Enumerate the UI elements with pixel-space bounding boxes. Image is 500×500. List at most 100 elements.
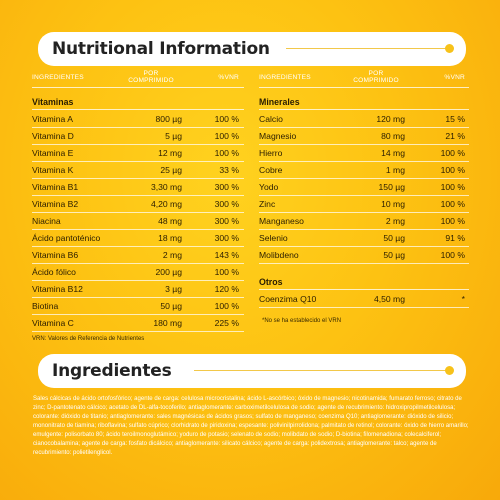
nutrient-vnr: 100 % xyxy=(440,250,465,260)
nutrient-vnr: 15 % xyxy=(445,114,465,124)
table-row: Coenzima Q10 4,50 mg * xyxy=(259,291,469,308)
section-title-vitamins: Vitaminas xyxy=(32,96,74,107)
nutrient-amount: 4,50 mg xyxy=(373,294,405,304)
nutrient-name: Selenio xyxy=(259,233,288,243)
nutrient-name: Biotina xyxy=(32,301,59,311)
nutrient-amount: 10 mg xyxy=(381,199,405,209)
nutrient-name: Vitamina B2 xyxy=(32,199,79,209)
nutrient-amount: 3,30 mg xyxy=(150,182,182,192)
nutrient-vnr: * xyxy=(461,294,465,304)
nutrient-amount: 12 mg xyxy=(158,148,182,158)
header-divider xyxy=(259,87,469,88)
nutrient-vnr: 100 % xyxy=(214,131,239,141)
nutrient-amount: 800 µg xyxy=(155,114,182,124)
nutrient-vnr: 300 % xyxy=(214,182,239,192)
nutrient-name: Ácido fólico xyxy=(32,267,76,277)
nutrient-name: Vitamina B1 xyxy=(32,182,79,192)
table-row: Niacina 48 mg 300 % xyxy=(32,213,244,230)
nutrient-amount: 80 mg xyxy=(381,131,405,141)
table-row: Vitamina E 12 mg 100 % xyxy=(32,145,244,162)
table-row: Vitamina B2 4,20 mg 300 % xyxy=(32,196,244,213)
nutrient-amount: 180 mg xyxy=(153,318,182,328)
nutrient-vnr: 300 % xyxy=(214,216,239,226)
table-row: Ácido fólico 200 µg 100 % xyxy=(32,264,244,281)
nutrient-name: Cobre xyxy=(259,165,283,175)
nutrient-amount: 5 µg xyxy=(165,131,182,141)
header-per-tablet: POR COMPRIMIDO xyxy=(128,70,174,84)
nutrient-vnr: 300 % xyxy=(214,199,239,209)
nutrition-title-pill: Nutritional Information xyxy=(38,32,466,66)
nutrient-name: Calcio xyxy=(259,114,283,124)
table-row: Yodo 150 µg 100 % xyxy=(259,179,469,196)
nutrient-amount: 3 µg xyxy=(165,284,182,294)
nutrient-amount: 14 mg xyxy=(381,148,405,158)
section-title-others: Otros xyxy=(259,276,283,287)
nutrient-name: Yodo xyxy=(259,182,279,192)
nutrient-amount: 1 mg xyxy=(385,165,405,175)
nutrient-name: Zinc xyxy=(259,199,276,209)
nutrient-name: Vitamina B6 xyxy=(32,250,79,260)
pill-dot-icon xyxy=(445,366,454,375)
table-row: Manganeso 2 mg 100 % xyxy=(259,213,469,230)
table-row: Vitamina B6 2 mg 143 % xyxy=(32,247,244,264)
nutrient-amount: 150 µg xyxy=(378,182,405,192)
pill-divider xyxy=(194,370,446,371)
nutrient-amount: 18 mg xyxy=(158,233,182,243)
nutrient-amount: 2 mg xyxy=(385,216,405,226)
table-row: Vitamina D 5 µg 100 % xyxy=(32,128,244,145)
nutrient-vnr: 120 % xyxy=(214,284,239,294)
table-header: INGREDIENTES POR COMPRIMIDO %VNR xyxy=(259,70,469,84)
nutrient-vnr: 100 % xyxy=(440,216,465,226)
nutrient-name: Ácido pantoténico xyxy=(32,233,101,243)
ingredients-title-pill: Ingredientes xyxy=(38,354,466,388)
asterisk-footnote: *No se ha establecido el VRN xyxy=(262,318,342,324)
nutrient-vnr: 100 % xyxy=(440,148,465,158)
section-divider xyxy=(259,109,469,110)
table-row: Vitamina A 800 µg 100 % xyxy=(32,111,244,128)
vitamin-rows: Vitamina A 800 µg 100 % Vitamina D 5 µg 100 %… xyxy=(32,111,244,332)
header-per-tablet: POR COMPRIMIDO xyxy=(353,70,399,84)
table-row: Zinc 10 mg 100 % xyxy=(259,196,469,213)
nutrient-name: Molibdeno xyxy=(259,250,299,260)
nutrient-vnr: 100 % xyxy=(214,267,239,277)
table-row: Molibdeno 50 µg 100 % xyxy=(259,247,469,264)
nutrient-vnr: 91 % xyxy=(445,233,465,243)
mineral-rows: Calcio 120 mg 15 % Magnesio 80 mg 21 % Hierro 1… xyxy=(259,111,469,264)
pill-divider xyxy=(286,48,446,49)
header-vnr: %VNR xyxy=(444,73,465,81)
nutrient-amount: 2 mg xyxy=(162,250,182,260)
vitamins-table: INGREDIENTES POR COMPRIMIDO %VNR Vitamin… xyxy=(32,70,244,332)
nutrient-vnr: 100 % xyxy=(214,148,239,158)
nutrient-vnr: 143 % xyxy=(214,250,239,260)
table-row: Vitamina B1 3,30 mg 300 % xyxy=(32,179,244,196)
other-rows: Coenzima Q10 4,50 mg * xyxy=(259,291,469,308)
nutrient-name: Vitamina K xyxy=(32,165,74,175)
nutrient-vnr: 100 % xyxy=(214,301,239,311)
nutrient-name: Hierro xyxy=(259,148,283,158)
pill-dot-icon xyxy=(445,44,454,53)
section-divider xyxy=(32,109,244,110)
nutrient-vnr: 100 % xyxy=(440,199,465,209)
nutrient-name: Vitamina C xyxy=(32,318,74,328)
nutrient-name: Coenzima Q10 xyxy=(259,294,317,304)
nutrient-vnr: 33 % xyxy=(219,165,239,175)
nutrient-vnr: 100 % xyxy=(440,182,465,192)
table-row: Hierro 14 mg 100 % xyxy=(259,145,469,162)
table-row: Calcio 120 mg 15 % xyxy=(259,111,469,128)
nutrient-vnr: 300 % xyxy=(214,233,239,243)
table-row: Selenio 50 µg 91 % xyxy=(259,230,469,247)
nutrient-amount: 200 µg xyxy=(155,267,182,277)
header-vnr: %VNR xyxy=(218,73,239,81)
section-divider xyxy=(259,289,469,290)
table-row: Vitamina C 180 mg 225 % xyxy=(32,315,244,332)
nutrient-amount: 120 mg xyxy=(376,114,405,124)
vrn-footnote: VRN: Valores de Referencia de Nutrientes xyxy=(32,336,145,342)
nutrient-name: Vitamina D xyxy=(32,131,74,141)
nutrient-name: Vitamina B12 xyxy=(32,284,83,294)
nutrient-amount: 50 µg xyxy=(383,250,405,260)
section-title-minerals: Minerales xyxy=(259,96,300,107)
table-row: Biotina 50 µg 100 % xyxy=(32,298,244,315)
nutrition-title: Nutritional Information xyxy=(52,39,270,59)
header-ingredients: INGREDIENTES xyxy=(259,73,311,81)
ingredients-title: Ingredientes xyxy=(52,361,172,381)
